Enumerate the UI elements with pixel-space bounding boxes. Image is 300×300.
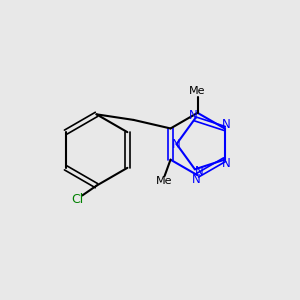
Text: N: N [222,118,231,131]
Text: N: N [195,165,204,178]
Text: N: N [192,173,200,186]
Text: N: N [189,109,198,122]
Text: Me: Me [189,86,206,96]
Text: Me: Me [156,176,173,186]
Text: N: N [172,138,181,151]
Text: Cl: Cl [71,193,83,206]
Text: N: N [222,157,231,170]
